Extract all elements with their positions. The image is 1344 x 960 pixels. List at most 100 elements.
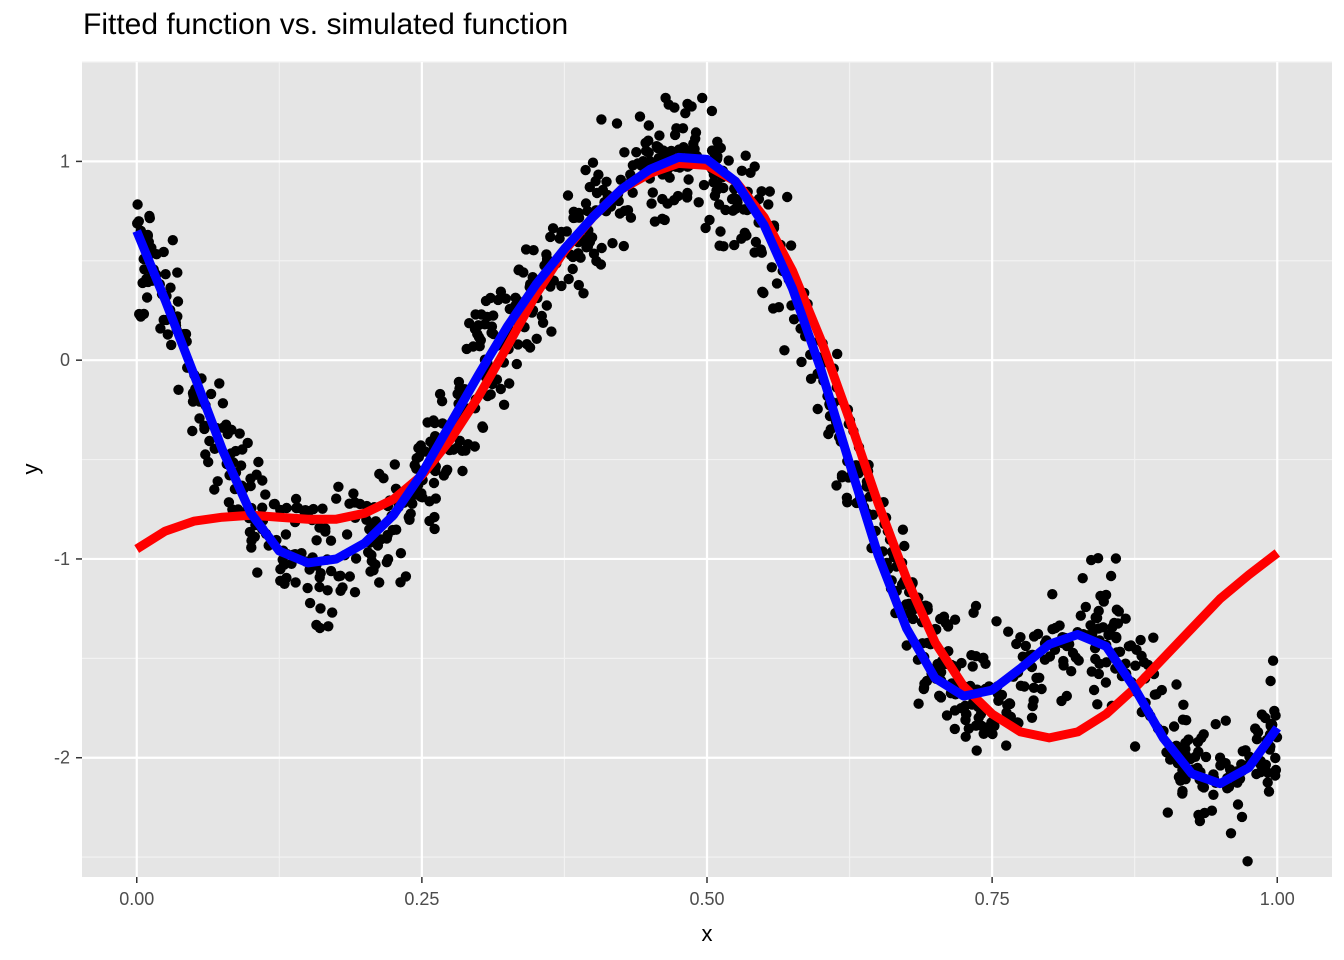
- data-point: [1215, 760, 1226, 771]
- data-point: [1178, 699, 1189, 710]
- data-point: [1028, 631, 1040, 642]
- data-point: [682, 98, 693, 110]
- data-point: [723, 155, 734, 166]
- data-point: [596, 242, 607, 254]
- data-point: [584, 181, 595, 193]
- data-point: [520, 244, 532, 255]
- data-point: [567, 263, 578, 275]
- y-tick-label: 1: [60, 151, 70, 171]
- data-point: [899, 540, 910, 552]
- data-point: [741, 230, 752, 241]
- data-point: [223, 497, 235, 508]
- data-point: [970, 600, 982, 612]
- data-point: [187, 425, 198, 437]
- data-point: [586, 232, 598, 243]
- data-point: [457, 465, 468, 477]
- data-point: [682, 187, 693, 199]
- data-point: [434, 388, 446, 400]
- data-point: [1020, 640, 1031, 652]
- data-point: [1265, 675, 1276, 687]
- data-point: [672, 190, 684, 202]
- data-point: [335, 585, 346, 596]
- data-point: [488, 310, 499, 321]
- data-point: [897, 524, 909, 535]
- data-point: [344, 571, 355, 582]
- data-point: [290, 577, 301, 588]
- data-point: [513, 264, 525, 275]
- data-point: [173, 384, 184, 395]
- data-point: [663, 99, 674, 110]
- data-point: [693, 197, 704, 208]
- data-point: [1232, 799, 1244, 810]
- data-point: [779, 345, 790, 356]
- data-point: [167, 235, 178, 246]
- chart-title: Fitted function vs. simulated function: [83, 8, 569, 41]
- data-point: [461, 343, 472, 355]
- data-point: [531, 333, 542, 344]
- data-point: [524, 342, 536, 353]
- data-point: [442, 464, 453, 475]
- data-point: [1111, 631, 1122, 643]
- data-point: [311, 619, 322, 631]
- data-point: [646, 198, 657, 209]
- data-point: [619, 205, 630, 216]
- data-point: [1183, 734, 1194, 745]
- data-point: [1135, 634, 1146, 646]
- data-point: [485, 389, 496, 400]
- data-point: [627, 187, 638, 198]
- data-point: [378, 473, 389, 484]
- data-point: [1098, 596, 1110, 607]
- data-point: [1251, 734, 1263, 745]
- data-point: [1015, 632, 1026, 643]
- data-point: [237, 444, 248, 455]
- data-point: [209, 484, 220, 495]
- data-point: [429, 511, 440, 523]
- data-point: [683, 174, 694, 185]
- data-point: [1019, 681, 1030, 692]
- data-point: [132, 199, 143, 210]
- data-point: [587, 157, 599, 168]
- data-point: [214, 378, 225, 389]
- data-point: [537, 317, 549, 328]
- data-point: [253, 456, 264, 468]
- data-point: [246, 535, 257, 546]
- data-point: [1026, 712, 1038, 723]
- data-point: [486, 327, 497, 338]
- data-point: [750, 236, 762, 248]
- data-point: [1086, 666, 1098, 677]
- data-point: [556, 280, 567, 292]
- data-point: [172, 296, 184, 307]
- data-point: [1039, 654, 1051, 665]
- data-point: [485, 292, 496, 304]
- data-point: [162, 329, 173, 340]
- data-point: [428, 415, 439, 426]
- data-point: [510, 292, 521, 303]
- data-point: [205, 388, 217, 400]
- data-point: [415, 440, 426, 451]
- data-point: [374, 577, 385, 588]
- data-point: [1225, 828, 1237, 839]
- data-point: [921, 675, 933, 687]
- data-point: [643, 147, 654, 158]
- data-point: [217, 398, 229, 409]
- data-point: [812, 403, 823, 415]
- data-point: [308, 503, 319, 515]
- data-point: [619, 147, 630, 158]
- data-point: [325, 535, 337, 546]
- data-point: [474, 341, 485, 352]
- data-point: [165, 282, 176, 293]
- data-point: [141, 292, 153, 303]
- data-point: [1092, 699, 1103, 710]
- data-point: [941, 710, 953, 721]
- data-point: [1120, 613, 1131, 624]
- data-point: [678, 142, 689, 153]
- data-point: [252, 567, 263, 578]
- data-point: [495, 383, 506, 395]
- data-point: [1028, 695, 1039, 706]
- data-point: [591, 187, 603, 199]
- data-point: [430, 493, 441, 504]
- data-point: [1200, 751, 1212, 763]
- data-point: [766, 262, 777, 273]
- x-tick-label: 0.75: [975, 889, 1010, 909]
- data-point: [1199, 807, 1210, 819]
